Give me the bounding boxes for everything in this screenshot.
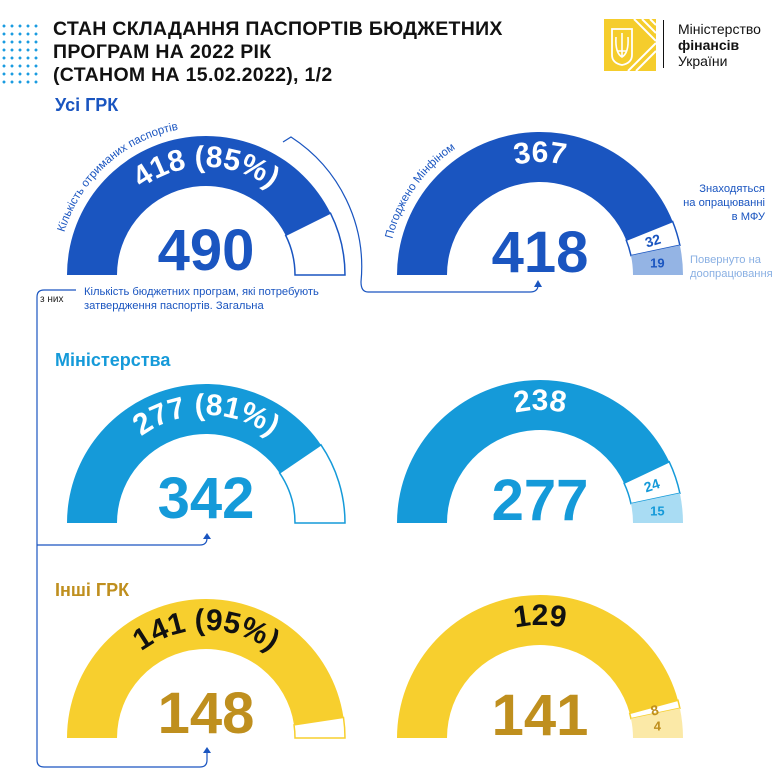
- page-title: СТАН СКЛАДАННЯ ПАСПОРТІВ БЮДЖЕТНИХ ПРОГР…: [53, 18, 503, 87]
- gauge-processing-segment: [625, 220, 681, 257]
- section-title-others: Інші ГРК: [55, 580, 130, 600]
- connector-ministries: [37, 537, 208, 546]
- gauge-returned-segment: [630, 708, 684, 738]
- gauge-received-oth: [67, 599, 346, 739]
- returned-legend-line-1: Повернуто на: [690, 254, 762, 266]
- gauge-remaining-segment: [278, 443, 346, 524]
- processing-legend: Знаходяться на опрацюванні в МФУ: [640, 182, 765, 224]
- arrow-icon: [203, 747, 211, 753]
- title-line-3: (СТАНОМ НА 15.02.2022), 1/2: [53, 64, 333, 86]
- ministry-name-line-3: України: [678, 53, 728, 69]
- gauge-approved-oth: [397, 595, 684, 738]
- dot-grid-decoration: [0, 22, 38, 84]
- gauge-processing-segment: [623, 460, 681, 505]
- processing-legend-line-2: на опрацюванні: [683, 197, 765, 209]
- gauge-returned-segment: [630, 493, 684, 523]
- gauge-approved-segment: [397, 379, 670, 523]
- gauge-returned-value: 15: [650, 504, 664, 519]
- total-description-line-2: затвердження паспортів. Загальна: [84, 300, 264, 312]
- trident-icon: [611, 19, 656, 71]
- gauge-processing-value: 24: [642, 475, 662, 495]
- arrow-icon: [203, 533, 211, 539]
- gauge-approved-all: [397, 131, 684, 275]
- total-description: Кількість бюджетних програм, які потребу…: [84, 285, 319, 313]
- of-them-bracket: [36, 289, 208, 768]
- gauge-filled-segment: [67, 599, 344, 738]
- arrow-icon: [534, 280, 542, 287]
- returned-legend-line-2: доопрацювання: [690, 268, 773, 280]
- gauge-received-all: [67, 135, 346, 276]
- section-title-ministries: Міністерства: [55, 350, 171, 370]
- of-them-label: з них: [40, 294, 64, 305]
- gauge-returned-segment: [630, 245, 684, 275]
- gauge-filled-segment: [67, 135, 331, 275]
- gauge-remaining-segment: [293, 716, 346, 739]
- gauge-total-value: 490: [158, 218, 255, 283]
- gauge-total-value: 277: [492, 468, 589, 533]
- gauge-total-value: 418: [492, 220, 589, 285]
- gauge-filled-segment: [67, 384, 321, 523]
- gauge-processing-value: 32: [643, 231, 663, 251]
- gauge-processing-value: 8: [649, 701, 661, 718]
- ministry-name-line-1: Міністерство: [678, 21, 761, 37]
- ministry-name: Міністерство фінансів України: [678, 21, 761, 69]
- gauge-approved-value: 367: [511, 136, 568, 171]
- section-title-all: Усі ГРК: [55, 95, 119, 115]
- gauge-total-value: 148: [158, 681, 255, 746]
- gauge-received-min: [67, 384, 346, 524]
- total-description-line-1: Кількість бюджетних програм, які потребу…: [84, 286, 319, 298]
- gauge-total-value: 342: [158, 466, 255, 531]
- gauge-approved-segment: [397, 595, 678, 738]
- title-line-2: ПРОГРАМ НА 2022 РІК: [53, 41, 272, 63]
- gauge-approved-value: 238: [511, 384, 568, 419]
- title-line-1: СТАН СКЛАДАННЯ ПАСПОРТІВ БЮДЖЕТНИХ: [53, 18, 503, 40]
- ministry-name-line-2: фінансів: [678, 37, 740, 53]
- processing-legend-line-1: Знаходяться: [699, 183, 765, 195]
- processing-legend-line-3: в МФУ: [731, 211, 765, 223]
- gauge-approved-value: 129: [511, 599, 568, 634]
- logo-divider: [663, 20, 664, 68]
- connector-line: [282, 136, 539, 293]
- gauge-approved-segment: [397, 131, 673, 275]
- gauge-returned-value: 19: [650, 256, 664, 271]
- ministry-logo-emblem: [604, 19, 656, 71]
- returned-legend: Повернуто на доопрацювання: [690, 253, 773, 281]
- gauge-total-value: 141: [492, 683, 589, 748]
- gauge-remaining-segment: [284, 212, 346, 276]
- gauge-processing-segment: [628, 699, 681, 720]
- gauge-approved-min: [397, 379, 684, 523]
- gauge-returned-value: 4: [654, 719, 662, 734]
